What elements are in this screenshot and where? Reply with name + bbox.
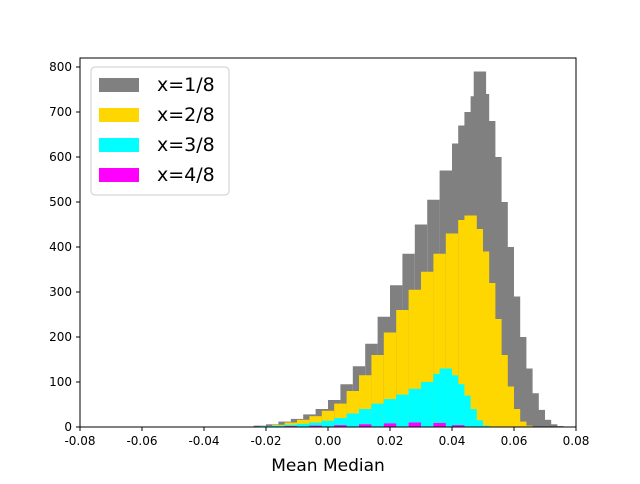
- x-tick-label: -0.02: [250, 434, 281, 448]
- y-tick-label: 500: [49, 195, 72, 209]
- x-tick-label: 0.02: [377, 434, 404, 448]
- x-tick-label: -0.06: [126, 434, 157, 448]
- y-tick-label: 0: [64, 420, 72, 434]
- legend-label: x=2/8: [157, 104, 215, 126]
- legend-swatch: [99, 138, 139, 152]
- legend-label: x=4/8: [157, 164, 215, 186]
- y-tick-label: 700: [49, 105, 72, 119]
- x-axis-label: Mean Median: [271, 456, 385, 476]
- histogram-bar: [409, 423, 421, 428]
- x-tick-label: 0.08: [563, 434, 590, 448]
- histogram-bar: [421, 382, 433, 427]
- y-tick-label: 400: [49, 240, 72, 254]
- x-tick-label: 0.00: [315, 434, 342, 448]
- x-tick-label: -0.04: [188, 434, 219, 448]
- y-tick-label: 100: [49, 375, 72, 389]
- histogram-bar: [396, 395, 408, 427]
- x-tick-label: 0.04: [439, 434, 466, 448]
- histogram-bar: [371, 404, 383, 427]
- y-tick-label: 800: [49, 60, 72, 74]
- histogram-bar: [433, 423, 445, 427]
- legend-swatch: [99, 108, 139, 122]
- histogram-bar: [384, 423, 396, 427]
- legend-label: x=1/8: [157, 74, 215, 96]
- legend-swatch: [99, 168, 139, 182]
- histogram-bar: [347, 414, 359, 428]
- y-tick-label: 200: [49, 330, 72, 344]
- x-tick-label: -0.08: [64, 434, 95, 448]
- histogram-bar: [384, 399, 396, 427]
- legend-swatch: [99, 78, 139, 92]
- legend: x=1/8 x=2/8 x=3/8 x=4/8: [91, 67, 229, 195]
- x-tick-label: 0.06: [501, 434, 528, 448]
- y-tick-label: 600: [49, 150, 72, 164]
- legend-label: x=3/8: [157, 134, 215, 156]
- histogram-bar: [409, 389, 421, 427]
- histogram-bar: [322, 421, 334, 427]
- y-tick-label: 300: [49, 285, 72, 299]
